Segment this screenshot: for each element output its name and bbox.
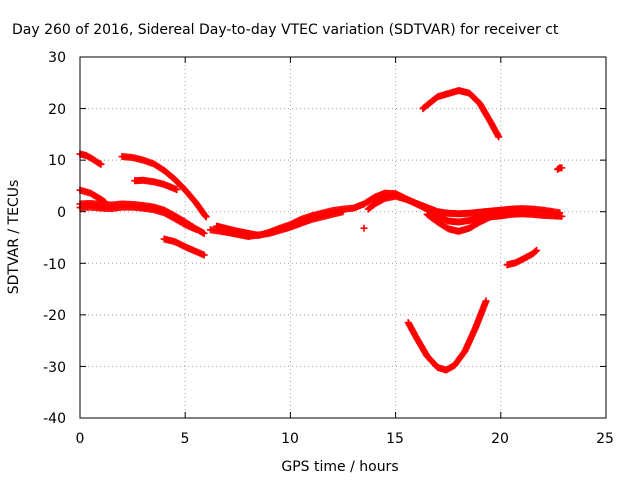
x-tick-label: 5 (181, 431, 190, 447)
chart-title: Day 260 of 2016, Sidereal Day-to-day VTE… (12, 22, 559, 38)
series-track-11 (364, 192, 564, 218)
y-tick-label: -30 (43, 360, 66, 376)
data-point (533, 246, 541, 254)
data-point (339, 208, 347, 216)
data-point (558, 212, 566, 220)
series-track-1 (76, 150, 105, 168)
y-tick-labels: -40 -30 -20 -10 0 10 20 30 (43, 50, 66, 427)
x-tick-label: 10 (281, 431, 299, 447)
data-point (558, 164, 566, 172)
data-point (360, 224, 368, 232)
data-point (495, 133, 503, 141)
data-point (532, 247, 540, 255)
series-track-6 (131, 176, 181, 194)
data-point (200, 229, 208, 237)
data-point (173, 186, 181, 194)
data-point (192, 225, 200, 233)
series-track-4 (76, 203, 200, 233)
x-tick-label: 25 (596, 431, 614, 447)
plot-frame (79, 56, 607, 419)
y-tick-label: 0 (57, 205, 66, 221)
x-tick-label: 0 (76, 431, 85, 447)
y-tick-label: 30 (48, 50, 66, 66)
data-point (482, 297, 490, 305)
series-track-10 (360, 224, 368, 232)
y-tick-label: 20 (48, 102, 66, 118)
series-track-14 (404, 297, 490, 374)
series-track-16 (554, 164, 566, 173)
series-track-12 (423, 209, 505, 235)
y-tick-label: -10 (43, 257, 66, 273)
x-tick-label: 20 (491, 431, 509, 447)
data-point (200, 251, 208, 259)
x-tick-labels: 0 5 10 15 20 25 (76, 431, 614, 447)
y-tick-label: 10 (48, 153, 66, 169)
series-track-13 (419, 87, 503, 141)
series-track-7 (160, 235, 208, 259)
x-tick-label: 15 (386, 431, 404, 447)
y-axis-title: SDTVAR / TECUs (6, 180, 22, 295)
data-point (97, 160, 105, 168)
data-point (556, 209, 564, 217)
grid-lines (80, 57, 606, 418)
series-track-5 (118, 153, 210, 221)
y-tick-label: -20 (43, 308, 66, 324)
data-point (497, 209, 505, 217)
axis-ticks (79, 56, 607, 419)
data-point (202, 213, 210, 221)
x-axis-title: GPS time / hours (281, 459, 398, 475)
series-track-9 (206, 208, 347, 240)
data-points (76, 87, 566, 374)
y-tick-label: -40 (43, 411, 66, 427)
series-track-15 (503, 246, 541, 269)
